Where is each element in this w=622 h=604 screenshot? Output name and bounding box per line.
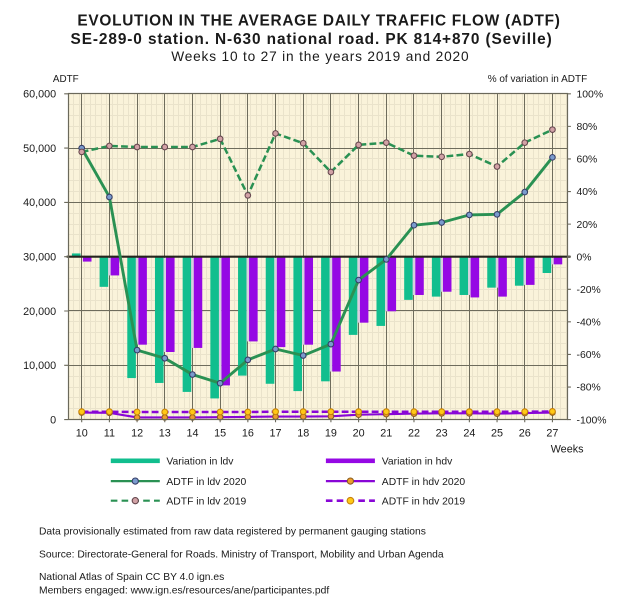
svg-text:12: 12 [131,428,143,440]
svg-text:10: 10 [76,428,88,440]
svg-text:0: 0 [50,414,56,426]
svg-text:17: 17 [270,428,282,440]
svg-text:27: 27 [546,428,558,440]
svg-text:ADTF in ldv 2020: ADTF in ldv 2020 [166,477,246,488]
svg-text:20: 20 [353,428,365,440]
svg-text:-80%: -80% [577,383,601,394]
svg-text:15: 15 [214,428,226,440]
svg-text:20,000: 20,000 [23,306,56,318]
svg-text:23: 23 [436,428,448,440]
svg-text:ADTF in hdv 2019: ADTF in hdv 2019 [382,496,466,507]
svg-text:18: 18 [297,428,309,440]
svg-text:-40%: -40% [577,318,601,329]
svg-text:Variation in hdv: Variation in hdv [382,457,453,468]
svg-text:11: 11 [104,428,115,440]
svg-text:EVOLUTION IN THE AVERAGE DAILY: EVOLUTION IN THE AVERAGE DAILY TRAFFIC F… [77,13,560,30]
svg-text:26: 26 [519,428,531,440]
svg-text:50,000: 50,000 [23,143,56,155]
svg-text:22: 22 [408,428,420,440]
svg-text:24: 24 [463,428,475,440]
svg-text:10,000: 10,000 [23,360,56,372]
svg-text:Members engaged: www.ign.es/re: Members engaged: www.ign.es/resources/an… [39,586,329,597]
svg-text:Source: Directorate-General fo: Source: Directorate-General for Roads. M… [39,550,444,561]
svg-text:ADTF in hdv 2020: ADTF in hdv 2020 [382,477,466,488]
svg-text:20%: 20% [577,220,598,231]
svg-text:80%: 80% [577,122,598,133]
svg-text:14: 14 [186,428,198,440]
svg-text:60,000: 60,000 [23,89,56,101]
svg-text:-20%: -20% [577,285,601,296]
svg-text:16: 16 [242,428,254,440]
svg-text:-100%: -100% [577,415,607,426]
svg-text:Data provisionally estimated f: Data provisionally estimated from raw da… [39,527,426,538]
svg-text:Weeks 10 to 27 in the years 20: Weeks 10 to 27 in the years 2019 and 202… [171,49,469,64]
svg-text:21: 21 [380,428,392,440]
svg-text:0%: 0% [577,252,592,263]
svg-text:60%: 60% [577,155,598,166]
svg-text:40%: 40% [577,187,598,198]
svg-text:SE-289-0 station. N-630 nation: SE-289-0 station. N-630 national road. P… [71,31,553,48]
svg-text:ADTF in ldv 2019: ADTF in ldv 2019 [166,496,246,507]
svg-text:13: 13 [159,428,171,440]
svg-text:25: 25 [491,428,503,440]
svg-text:-60%: -60% [577,350,601,361]
svg-text:30,000: 30,000 [23,252,56,264]
svg-text:Variation in ldv: Variation in ldv [166,457,234,468]
svg-text:Weeks: Weeks [551,443,584,455]
svg-text:100%: 100% [577,90,604,101]
svg-text:ADTF: ADTF [53,74,79,85]
svg-text:% of variation in ADTF: % of variation in ADTF [488,74,587,85]
svg-text:40,000: 40,000 [23,197,56,209]
svg-text:National Atlas of Spain CC BY: National Atlas of Spain CC BY 4.0 ign.es [39,572,224,583]
svg-text:19: 19 [325,428,337,440]
